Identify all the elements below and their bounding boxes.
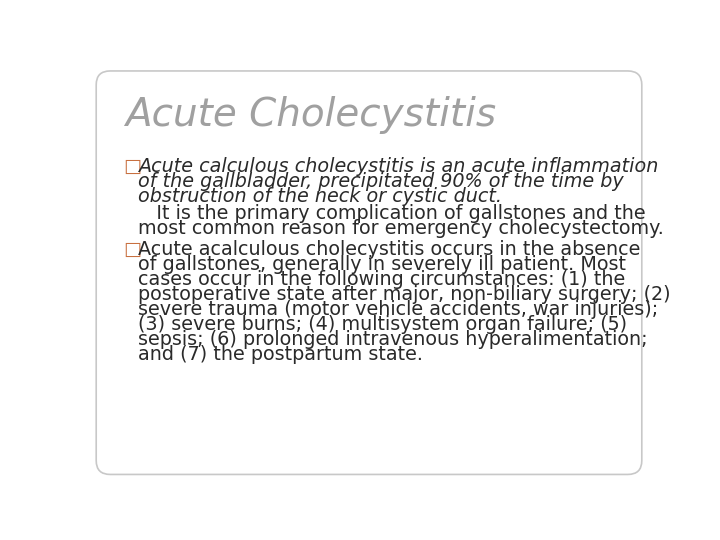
Text: Acute Cholecystitis: Acute Cholecystitis (125, 96, 496, 133)
Text: Acute calculous cholecystitis is an acute inflammation: Acute calculous cholecystitis is an acut… (138, 157, 658, 176)
Text: Acute acalculous cholecystitis occurs in the absence: Acute acalculous cholecystitis occurs in… (138, 240, 640, 259)
Text: most common reason for emergency cholecystectomy.: most common reason for emergency cholecy… (138, 219, 664, 238)
Text: severe trauma (motor vehicle accidents, war injuries);: severe trauma (motor vehicle accidents, … (138, 300, 658, 319)
FancyBboxPatch shape (96, 71, 642, 475)
Text: cases occur in the following circumstances: (1) the: cases occur in the following circumstanc… (138, 270, 625, 289)
Text: postoperative state after major, non-biliary surgery; (2): postoperative state after major, non-bil… (138, 285, 670, 304)
Text: sepsis; (6) prolonged intravenous hyperalimentation;: sepsis; (6) prolonged intravenous hypera… (138, 330, 648, 349)
Text: □: □ (123, 157, 141, 176)
Text: □: □ (123, 240, 141, 259)
Text: It is the primary complication of gallstones and the: It is the primary complication of gallst… (138, 204, 646, 223)
Text: and (7) the postpartum state.: and (7) the postpartum state. (138, 345, 423, 364)
Text: of the gallbladder, precipitated 90% of the time by: of the gallbladder, precipitated 90% of … (138, 172, 624, 191)
Text: obstruction of the neck or cystic duct.: obstruction of the neck or cystic duct. (138, 187, 502, 206)
Text: of gallstones, generally in severely ill patient. Most: of gallstones, generally in severely ill… (138, 255, 626, 274)
Text: (3) severe burns; (4) multisystem organ failure; (5): (3) severe burns; (4) multisystem organ … (138, 315, 627, 334)
